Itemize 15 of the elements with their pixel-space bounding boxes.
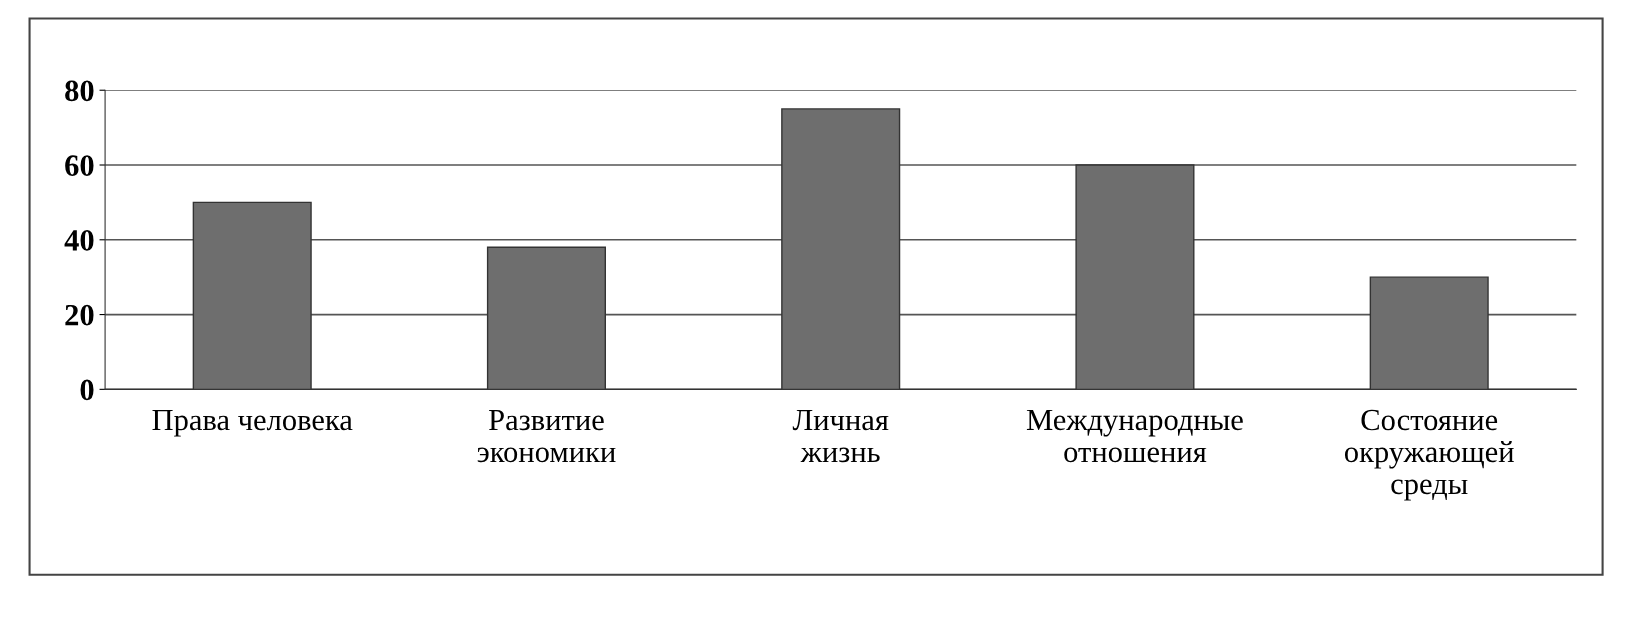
bar [192,201,312,390]
bar [1369,276,1489,390]
x-tick-label: Международные отношения [1026,409,1243,463]
y-tick-label: 0 [80,379,94,401]
bar [1075,164,1195,390]
bar [486,246,607,390]
x-tick-label: Состояние окружающей среды [1344,409,1514,501]
x-tick-label: Развитие экономики [477,409,616,463]
y-tick-label: 60 [65,155,94,176]
bar [781,108,901,390]
y-tick-label: 20 [65,304,94,326]
x-tick-label: Личная жизнь [792,409,889,463]
x-tick-label: Права человека [152,409,353,437]
y-tick-label: 40 [64,230,94,251]
y-tick-label: 80 [65,80,94,102]
